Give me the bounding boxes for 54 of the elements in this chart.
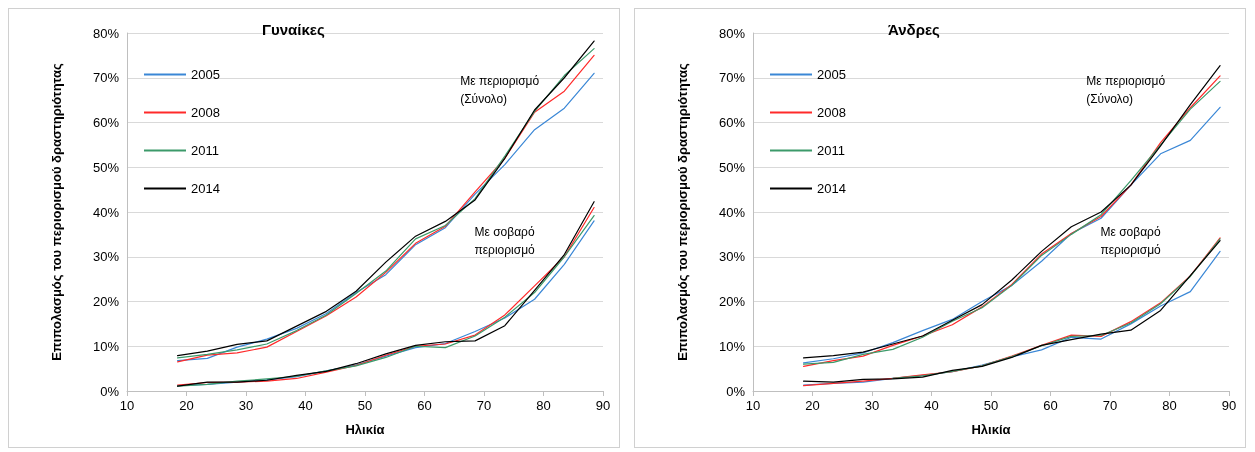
legend-label: 2014 [817, 181, 846, 196]
y-tick-label: 60% [92, 115, 120, 130]
y-tick-label: 0% [726, 383, 746, 399]
legend-label: 2008 [817, 105, 846, 120]
x-tick-label: 60 [417, 398, 432, 413]
y-tick-label: 20% [92, 294, 120, 309]
chart-title: Γυναίκες [262, 21, 325, 38]
y-tick-label: 80% [718, 25, 746, 41]
x-tick-label: 10 [119, 398, 135, 413]
annotation: Με σοβαρό περιορισμό [1100, 224, 1162, 257]
annotation: Με περιορισμό (Σύνολο) [460, 74, 540, 107]
legend-label: 2011 [191, 143, 219, 158]
x-tick-label: 10 [745, 398, 761, 413]
annotation: Με περιορισμό (Σύνολο) [1086, 74, 1166, 107]
chart-title: Άνδρες [888, 21, 941, 38]
y-tick-label: 40% [718, 204, 746, 220]
legend-label: 2011 [817, 143, 845, 158]
x-tick-label: 80 [1162, 398, 1177, 413]
y-axis-title: Επιπολασμός του περιορισμού δραστηριότητας [674, 62, 690, 361]
y-tick-label: 70% [718, 70, 746, 86]
x-tick-label: 40 [298, 398, 313, 413]
legend-label: 2014 [191, 181, 220, 196]
x-tick-label: 50 [983, 398, 999, 413]
y-tick-label: 0% [100, 383, 120, 399]
y-tick-label: 30% [718, 249, 746, 265]
y-tick-label: 60% [718, 115, 746, 130]
legend-label: 2008 [191, 105, 220, 120]
y-tick-label: 50% [718, 159, 746, 175]
x-tick-label: 80 [536, 398, 551, 413]
y-tick-label: 50% [92, 159, 120, 175]
x-tick-label: 60 [1043, 398, 1058, 413]
y-tick-label: 40% [92, 204, 120, 220]
x-tick-label: 20 [179, 398, 194, 413]
y-axis-title: Επιπολασμός του περιορισμού δραστηριότητας [48, 62, 64, 361]
y-tick-label: 10% [92, 338, 120, 354]
x-tick-label: 50 [357, 398, 373, 413]
x-tick-label: 90 [595, 398, 611, 413]
x-axis-title: Ηλικία [971, 422, 1011, 437]
x-tick-label: 40 [924, 398, 939, 413]
y-tick-label: 80% [92, 25, 120, 41]
x-tick-label: 90 [1221, 398, 1237, 413]
x-tick-label: 30 [864, 398, 880, 413]
annotation: Με σοβαρό περιορισμό [474, 224, 536, 257]
x-tick-label: 30 [238, 398, 254, 413]
x-axis-title: Ηλικία [345, 422, 385, 437]
y-tick-label: 20% [718, 294, 746, 309]
legend-label: 2005 [817, 67, 846, 82]
x-tick-label: 70 [476, 398, 492, 413]
y-tick-label: 10% [718, 338, 746, 354]
x-tick-label: 70 [1102, 398, 1118, 413]
legend-label: 2005 [191, 67, 220, 82]
y-tick-label: 70% [92, 70, 120, 86]
x-tick-label: 20 [805, 398, 820, 413]
y-tick-label: 30% [92, 249, 120, 265]
